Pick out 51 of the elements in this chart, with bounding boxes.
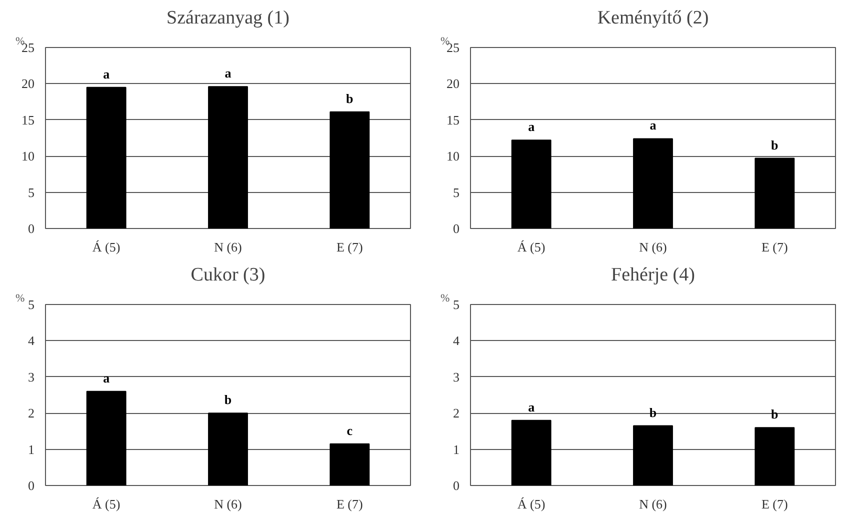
y-tick-label: 2 [28, 406, 34, 421]
annotation: b [224, 392, 232, 408]
chart-title: Cukor (3) [190, 264, 266, 286]
y-tick-label: 5 [453, 297, 460, 312]
y-tick-label: 1 [453, 442, 460, 457]
annotation: a [224, 66, 232, 81]
y-tick-label: 4 [453, 333, 460, 348]
y-tick-label: 3 [453, 369, 460, 384]
y-tick-label: 2 [453, 406, 460, 421]
y-tick-label: 3 [28, 369, 34, 384]
y-axis-title: % [440, 292, 450, 304]
y-tick-label: 5 [28, 184, 34, 200]
y-tick-label: 20 [22, 76, 34, 92]
y-axis-title: % [440, 36, 450, 48]
chart-title: Szárazanyag (1) [166, 8, 290, 28]
annotation: a [650, 118, 657, 133]
y-tick-label: 15 [446, 112, 460, 128]
x-tick-label: Á (5) [517, 240, 546, 254]
y-tick-label: 5 [28, 297, 34, 312]
y-tick-label: 5 [453, 184, 460, 200]
x-tick-label: Á (5) [517, 496, 546, 512]
annotation: a [103, 66, 110, 82]
x-tick-label: Á (5) [92, 240, 120, 254]
x-tick-label: N (6) [214, 240, 242, 254]
y-tick-label: 10 [22, 148, 34, 164]
y-tick-label: 20 [446, 76, 460, 92]
x-tick-label: N (6) [639, 496, 667, 512]
y-tick-label: 0 [453, 478, 460, 493]
y-tick-label: 4 [28, 333, 35, 348]
x-tick-label: E (7) [761, 496, 788, 512]
x-tick-label: E (7) [761, 240, 788, 254]
x-tick-label: E (7) [336, 496, 363, 512]
y-tick-label: 10 [446, 148, 460, 164]
x-tick-label: E (7) [336, 240, 363, 254]
annotation: b [346, 90, 354, 106]
y-tick-label: 0 [28, 478, 34, 493]
y-tick-label: 1 [28, 442, 34, 457]
annotation: c [346, 422, 353, 438]
annotation: a [528, 119, 536, 134]
annotation: b [771, 137, 778, 152]
y-axis-title: % [16, 36, 25, 48]
y-axis-title: % [16, 292, 25, 304]
chart-title: Keményítő (2) [597, 8, 709, 28]
chart-title: Fehérje (4) [611, 264, 695, 286]
x-tick-label: Á (5) [92, 496, 120, 512]
x-tick-label: N (6) [214, 496, 242, 512]
y-tick-label: 0 [453, 221, 460, 236]
y-tick-label: 15 [22, 112, 34, 128]
annotation: a [528, 399, 536, 414]
x-tick-label: N (6) [639, 240, 667, 254]
y-tick-label: 0 [28, 221, 34, 236]
